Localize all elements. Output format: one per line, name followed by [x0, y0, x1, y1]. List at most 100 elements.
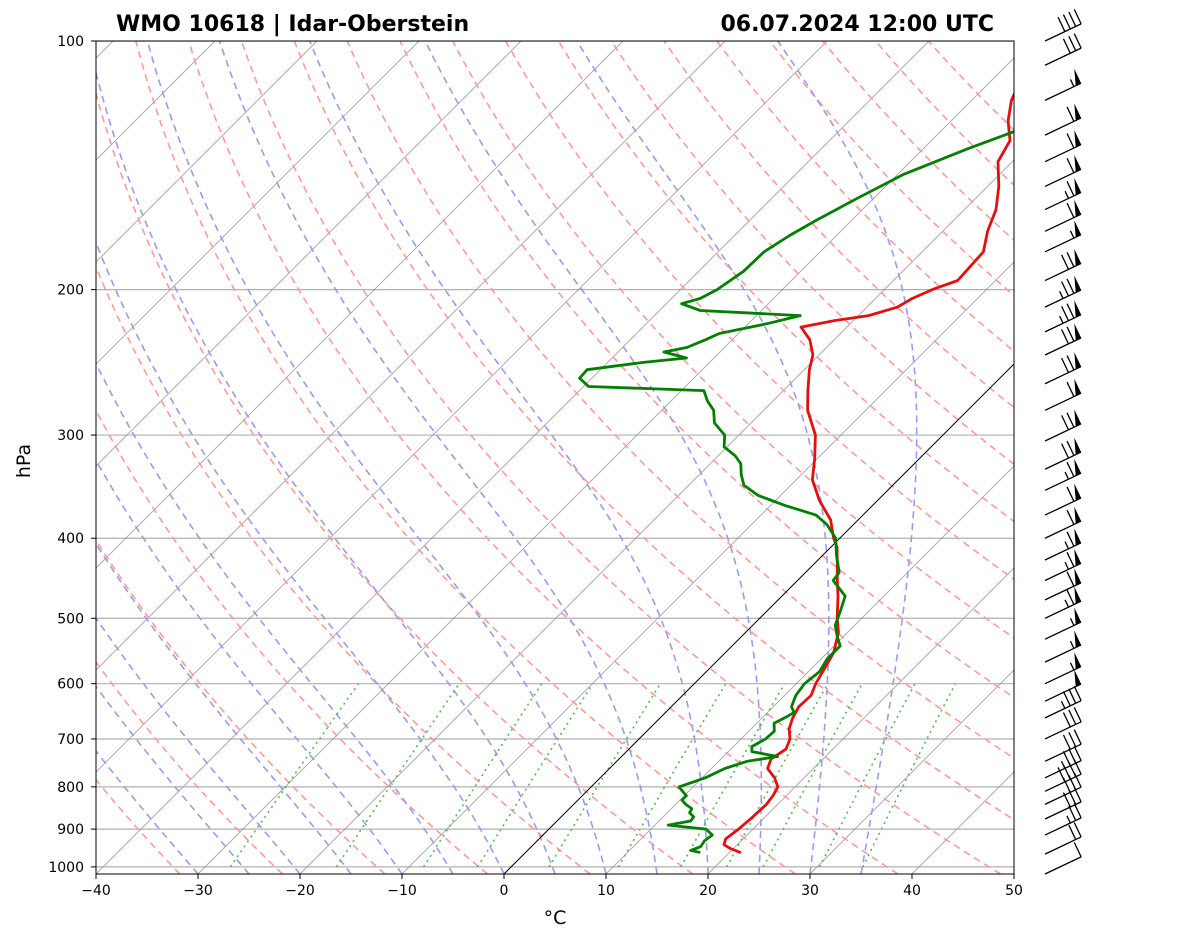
x-tick-label: 0: [500, 883, 509, 899]
dry-adiabat-line: [399, 41, 1014, 699]
wind-barb: [1044, 9, 1082, 42]
wind-barb: [1044, 787, 1082, 820]
y-tick-label: 100: [57, 34, 84, 50]
y-tick-label: 700: [57, 732, 84, 748]
y-tick-label: 1000: [48, 860, 84, 876]
wind-barb: [1044, 103, 1082, 136]
x-axis-ticks: −40 −30 −20 −10 0 10 20 30 40 50: [81, 874, 1023, 899]
wind-barb: [1044, 352, 1082, 385]
x-tick-label: 50: [1005, 883, 1023, 899]
moist-adiabat-line: [96, 69, 556, 874]
dewpoint-profile-line: [578, 130, 1014, 854]
wind-barb: [1044, 130, 1082, 163]
isotherm-line: [299, 159, 1014, 874]
isotherm-line: [96, 41, 318, 263]
wind-barb: [1044, 842, 1082, 875]
y-tick-label: 300: [57, 428, 84, 444]
mixing-ratio-line: [726, 683, 829, 868]
moist-adiabat-line: [218, 41, 658, 874]
wind-barb: [1044, 220, 1082, 253]
dry-adiabat-line: [505, 41, 1014, 581]
y-tick-label: 900: [57, 822, 84, 838]
dry-adiabat-line: [240, 41, 1001, 874]
wind-barb: [1044, 33, 1082, 66]
dry-adiabat-line: [0, 41, 77, 874]
isotherm-line: [911, 771, 1014, 874]
mixing-ratio-line: [476, 683, 594, 868]
wind-barb: [1044, 630, 1082, 663]
isotherm-line: [96, 41, 930, 874]
moist-adiabat-line: [96, 616, 301, 874]
zero-isotherm: [503, 363, 1014, 874]
wind-barb: [1044, 300, 1082, 333]
x-tick-label: 10: [597, 883, 615, 899]
pressure-gridlines: [96, 41, 1014, 868]
dry-adiabat-line: [187, 41, 899, 874]
moist-adiabat-line: [96, 458, 403, 874]
wind-barb: [1044, 199, 1082, 232]
mixing-ratio-line: [617, 683, 727, 868]
wind-barb: [1044, 275, 1082, 308]
wind-barbs: [1044, 9, 1082, 875]
mixing-ratio-line: [680, 683, 786, 868]
y-tick-label: 200: [57, 283, 84, 299]
dry-adiabat-line: [96, 90, 694, 874]
moist-adiabat-line: [96, 542, 352, 874]
isotherm-line: [605, 465, 1014, 874]
dry-adiabat-line: [927, 41, 1014, 132]
mixing-ratio-line: [229, 683, 360, 868]
mixing-ratio-line: [548, 683, 662, 868]
moist-adiabat-line: [308, 41, 709, 874]
x-tick-label: 20: [699, 883, 717, 899]
isotherm-line: [1013, 873, 1014, 874]
wind-barb: [1044, 378, 1082, 411]
wind-barb: [1044, 669, 1082, 702]
wind-barb: [1044, 528, 1082, 561]
dry-adiabat-line: [663, 41, 1014, 409]
wind-barb: [1044, 248, 1082, 282]
x-axis-label: °C: [544, 907, 567, 929]
wind-barb: [1044, 409, 1082, 442]
wind-barb: [1044, 607, 1082, 640]
x-tick-label: −30: [183, 883, 213, 899]
wind-barb: [1044, 822, 1082, 855]
dry-adiabat-line: [346, 41, 1014, 760]
wind-barb: [1044, 652, 1082, 685]
temperature-profile-line: [722, 91, 1014, 854]
moist-adiabat-line: [96, 240, 505, 874]
wind-barb: [1044, 437, 1082, 470]
moist-adiabat-line: [146, 41, 607, 874]
wind-barb: [1044, 506, 1082, 539]
isotherm-line: [96, 41, 624, 569]
dry-adiabat-line: [96, 408, 489, 874]
dry-adiabat-line: [293, 41, 1014, 821]
wind-barb: [1044, 586, 1082, 619]
wind-barb: [1044, 803, 1082, 836]
isotherm-line: [96, 41, 420, 365]
wind-barb: [1044, 154, 1082, 188]
chart-title-datetime: 06.07.2024 12:00 UTC: [720, 12, 994, 37]
y-tick-label: 600: [57, 677, 84, 693]
wind-barb: [1044, 548, 1082, 582]
moist-adiabat-line: [96, 361, 454, 874]
dry-adiabat-line: [96, 660, 283, 874]
x-tick-label: −20: [285, 883, 315, 899]
isotherm-line: [0, 41, 11, 874]
isotherm-line: [401, 261, 1014, 874]
y-axis-ticks: 1000 900 800 700 600 500 400 300 200 100: [48, 34, 96, 876]
mixing-ratio-line: [818, 683, 916, 868]
dry-adiabat-line: [96, 264, 591, 874]
x-tick-label: −10: [387, 883, 417, 899]
mixing-ratio-line: [862, 683, 957, 868]
wind-barb: [1044, 483, 1082, 516]
moist-adiabat-line: [777, 41, 918, 874]
moist-adiabat-line: [96, 685, 250, 874]
dry-adiabat-line: [135, 41, 796, 874]
profile-series: [578, 91, 1014, 854]
mixing-ratio-lines: [229, 683, 957, 868]
wind-barb: [1044, 458, 1082, 491]
wind-barb: [1044, 729, 1082, 762]
moist-adiabat-lines: [96, 41, 918, 874]
wind-barb: [1044, 685, 1082, 719]
